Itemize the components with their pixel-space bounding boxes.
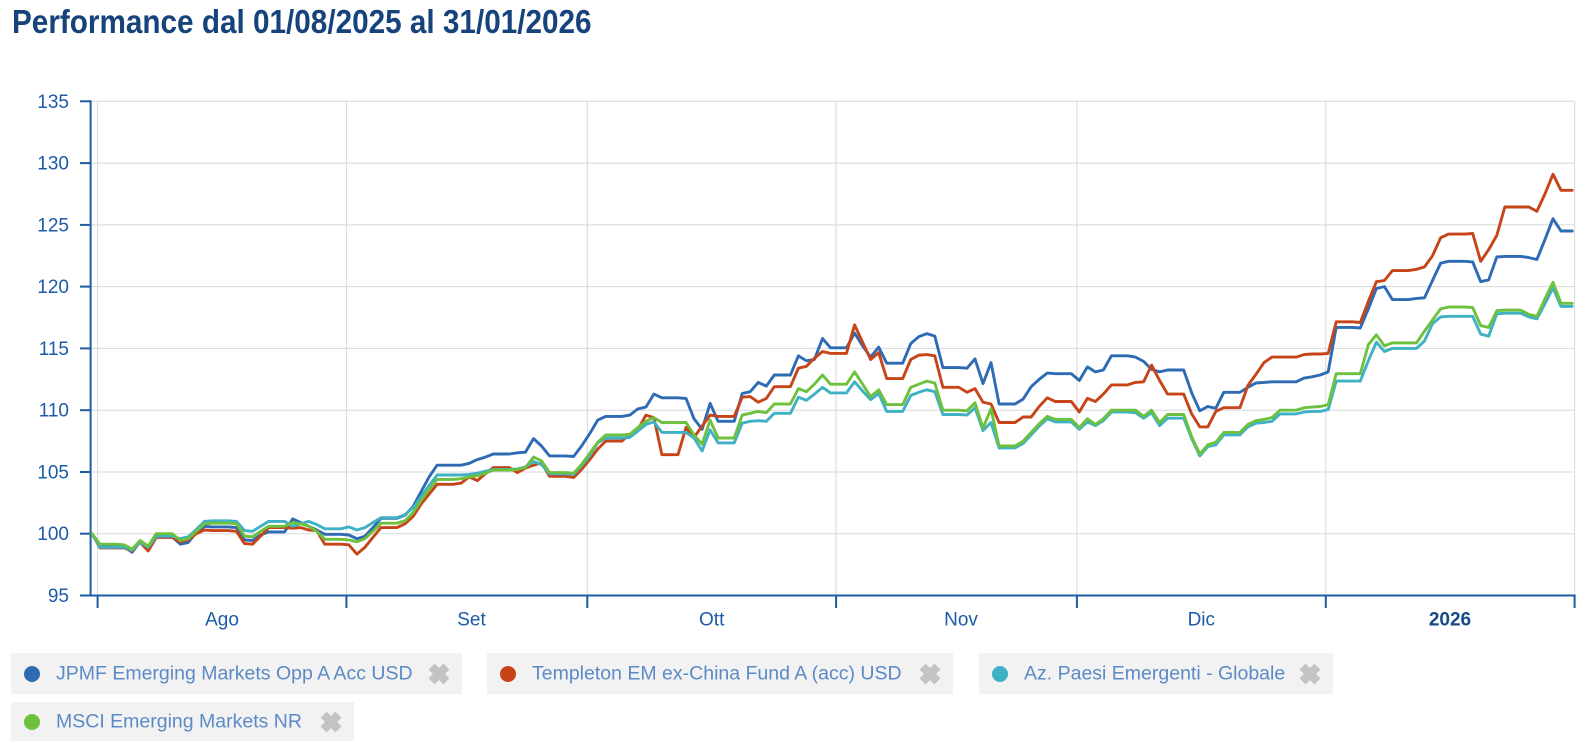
svg-text:125: 125 (37, 215, 69, 236)
svg-text:Set: Set (457, 610, 486, 631)
svg-text:Ago: Ago (205, 610, 239, 631)
svg-text:110: 110 (39, 401, 69, 422)
svg-text:105: 105 (37, 463, 69, 484)
svg-text:130: 130 (37, 154, 69, 175)
svg-text:115: 115 (39, 339, 69, 360)
svg-text:Ott: Ott (699, 610, 725, 631)
svg-text:95: 95 (48, 586, 69, 607)
svg-text:135: 135 (37, 92, 69, 113)
svg-text:Dic: Dic (1188, 610, 1215, 631)
svg-text:Nov: Nov (944, 610, 978, 631)
svg-text:2026: 2026 (1429, 610, 1471, 631)
svg-text:120: 120 (37, 277, 69, 298)
svg-text:100: 100 (37, 524, 69, 545)
